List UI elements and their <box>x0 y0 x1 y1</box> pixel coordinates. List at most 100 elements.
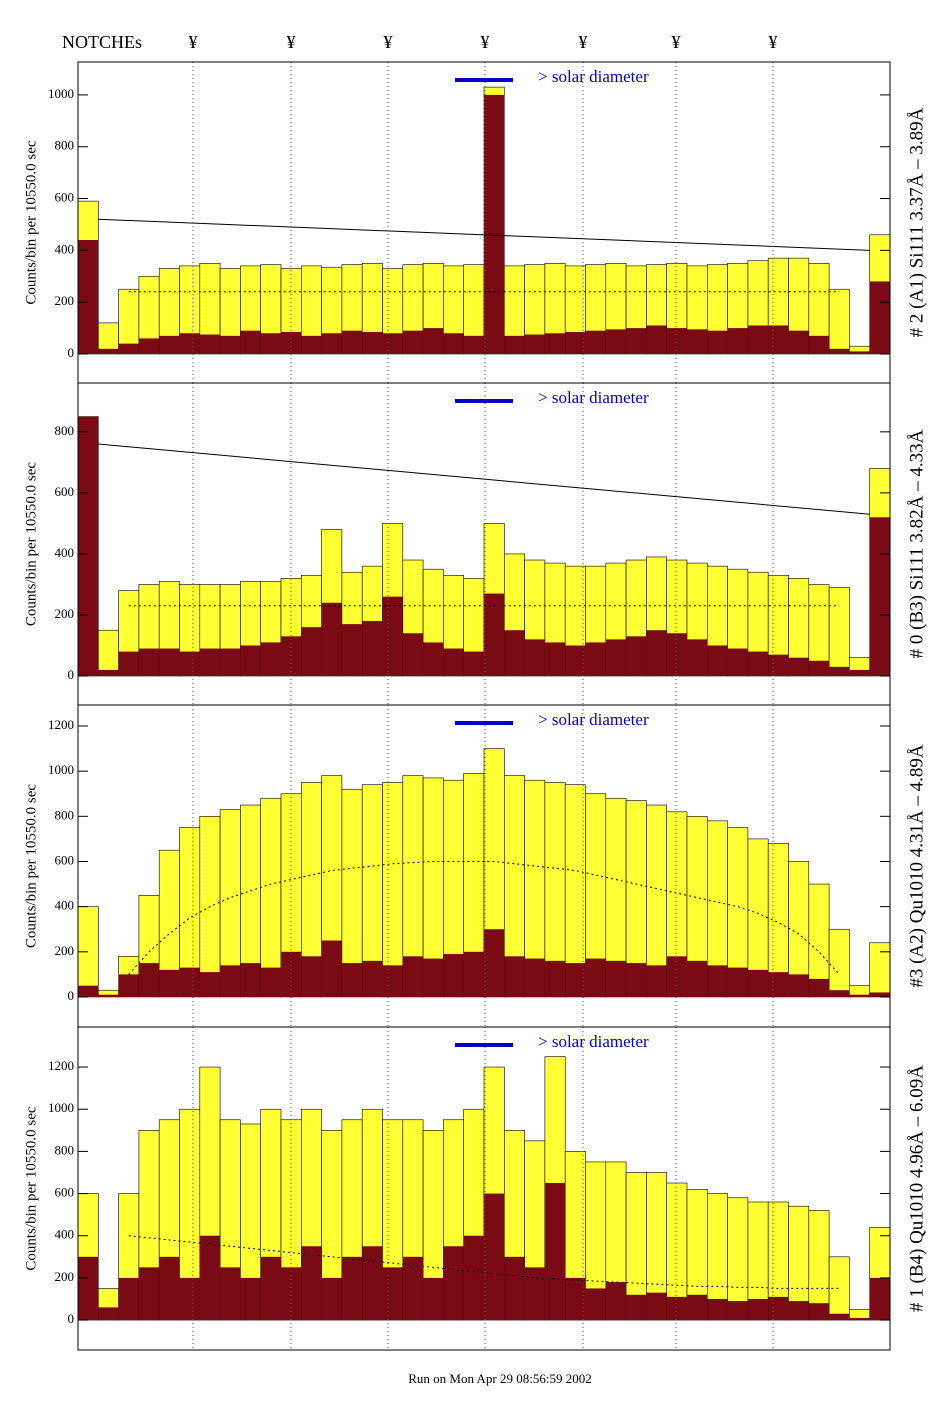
solar-diameter-bar <box>455 78 513 82</box>
background-bin <box>808 335 830 354</box>
background-bin <box>443 954 464 997</box>
background-bin <box>544 333 566 354</box>
background-bin <box>443 648 464 677</box>
total-bin <box>98 629 119 677</box>
background-bin <box>869 1277 890 1321</box>
y-tick-label: 800 <box>55 807 75 822</box>
background-bin <box>504 956 525 997</box>
total-bin <box>869 942 891 998</box>
background-bin <box>260 967 281 997</box>
background-bin <box>240 330 261 354</box>
y-axis-label: Counts/bin per 10550.0 sec <box>23 1106 39 1270</box>
background-bin <box>138 1267 160 1321</box>
background-bin <box>605 960 627 997</box>
background-bin <box>260 333 281 354</box>
y-axis-label: Counts/bin per 10550.0 sec <box>23 784 39 948</box>
background-bin <box>78 239 99 354</box>
background-bin <box>666 956 687 997</box>
annotation: > solar diameter <box>538 388 649 407</box>
background-bin <box>829 666 850 677</box>
background-bin <box>626 1294 647 1321</box>
background-bin <box>341 1256 363 1321</box>
background-bin <box>159 969 180 997</box>
background-bin <box>484 94 505 354</box>
y-tick-label: 600 <box>55 1185 75 1200</box>
background-bin <box>423 958 444 997</box>
y-tick-label: 600 <box>55 190 75 205</box>
background-bin <box>849 351 870 354</box>
background-bin <box>138 338 160 354</box>
background-bin <box>707 645 728 677</box>
panel-title: #3 (A2) Qu1010 4.31Å – 4.89Å <box>906 744 927 988</box>
background-bin <box>301 956 322 997</box>
background-bin <box>443 1246 464 1321</box>
solar-diameter-bar <box>455 399 513 403</box>
background-bin <box>808 978 830 997</box>
annotation: > solar diameter <box>538 1032 649 1051</box>
background-bin <box>849 669 870 677</box>
background-bin <box>646 325 667 354</box>
background-bin <box>808 660 830 677</box>
background-bin <box>382 1267 403 1321</box>
background-bin <box>565 645 586 677</box>
background-bin <box>849 1317 870 1321</box>
background-bin <box>78 985 99 997</box>
y-tick-label: 200 <box>55 943 75 958</box>
background-bin <box>362 331 383 354</box>
background-bin <box>179 651 200 677</box>
y-tick-label: 1000 <box>48 762 74 777</box>
background-bin <box>544 642 566 677</box>
background-bin <box>199 648 221 677</box>
background-bin <box>179 333 200 354</box>
notch-marker: ¥ <box>189 32 198 52</box>
background-bin <box>199 334 221 354</box>
background-bin <box>565 1277 586 1321</box>
y-tick-label: 600 <box>55 484 75 499</box>
background-bin <box>281 1267 302 1321</box>
background-bin <box>565 963 586 997</box>
background-bin <box>869 992 890 997</box>
background-bin <box>869 517 890 677</box>
background-bin <box>301 627 322 677</box>
y-tick-label: 800 <box>55 1142 75 1157</box>
y-tick-label: 200 <box>55 606 75 621</box>
background-bin <box>463 951 484 997</box>
background-bin <box>504 630 525 677</box>
background-bin <box>626 328 647 354</box>
background-bin <box>727 648 748 677</box>
background-bin <box>301 335 322 354</box>
notch-marker: ¥ <box>384 32 393 52</box>
panel-title: # 1 (B4) Qu1010 4.96Å – 6.09Å <box>906 1065 927 1312</box>
y-tick-label: 400 <box>55 545 75 560</box>
background-bin <box>423 1277 444 1321</box>
background-bin <box>687 960 708 997</box>
background-bin <box>869 281 890 354</box>
background-bin <box>829 990 850 997</box>
background-bin <box>260 1256 281 1321</box>
background-bin <box>281 951 302 997</box>
background-bin <box>524 958 545 997</box>
model-curve <box>128 860 840 975</box>
background-bin <box>605 329 627 354</box>
background-bin <box>341 330 363 354</box>
total-bin <box>828 288 850 355</box>
background-bin <box>118 1277 139 1321</box>
y-axis-label: Counts/bin per 10550.0 sec <box>23 140 39 304</box>
background-bin <box>585 642 606 677</box>
footer: Run on Mon Apr 29 08:56:59 2002 <box>408 1371 591 1386</box>
background-bin <box>362 1246 383 1321</box>
background-bin <box>626 636 647 677</box>
background-bin <box>524 334 545 354</box>
background-bin <box>220 1267 241 1321</box>
background-bin <box>321 602 342 677</box>
background-bin <box>118 651 139 677</box>
background-bin <box>260 642 281 677</box>
background-bin <box>727 1301 748 1321</box>
background-bin <box>423 642 444 677</box>
y-tick-label: 1000 <box>48 86 74 101</box>
background-bin <box>240 645 261 677</box>
background-bin <box>646 630 667 677</box>
y-tick-label: 600 <box>55 852 75 867</box>
background-bin <box>707 965 728 997</box>
